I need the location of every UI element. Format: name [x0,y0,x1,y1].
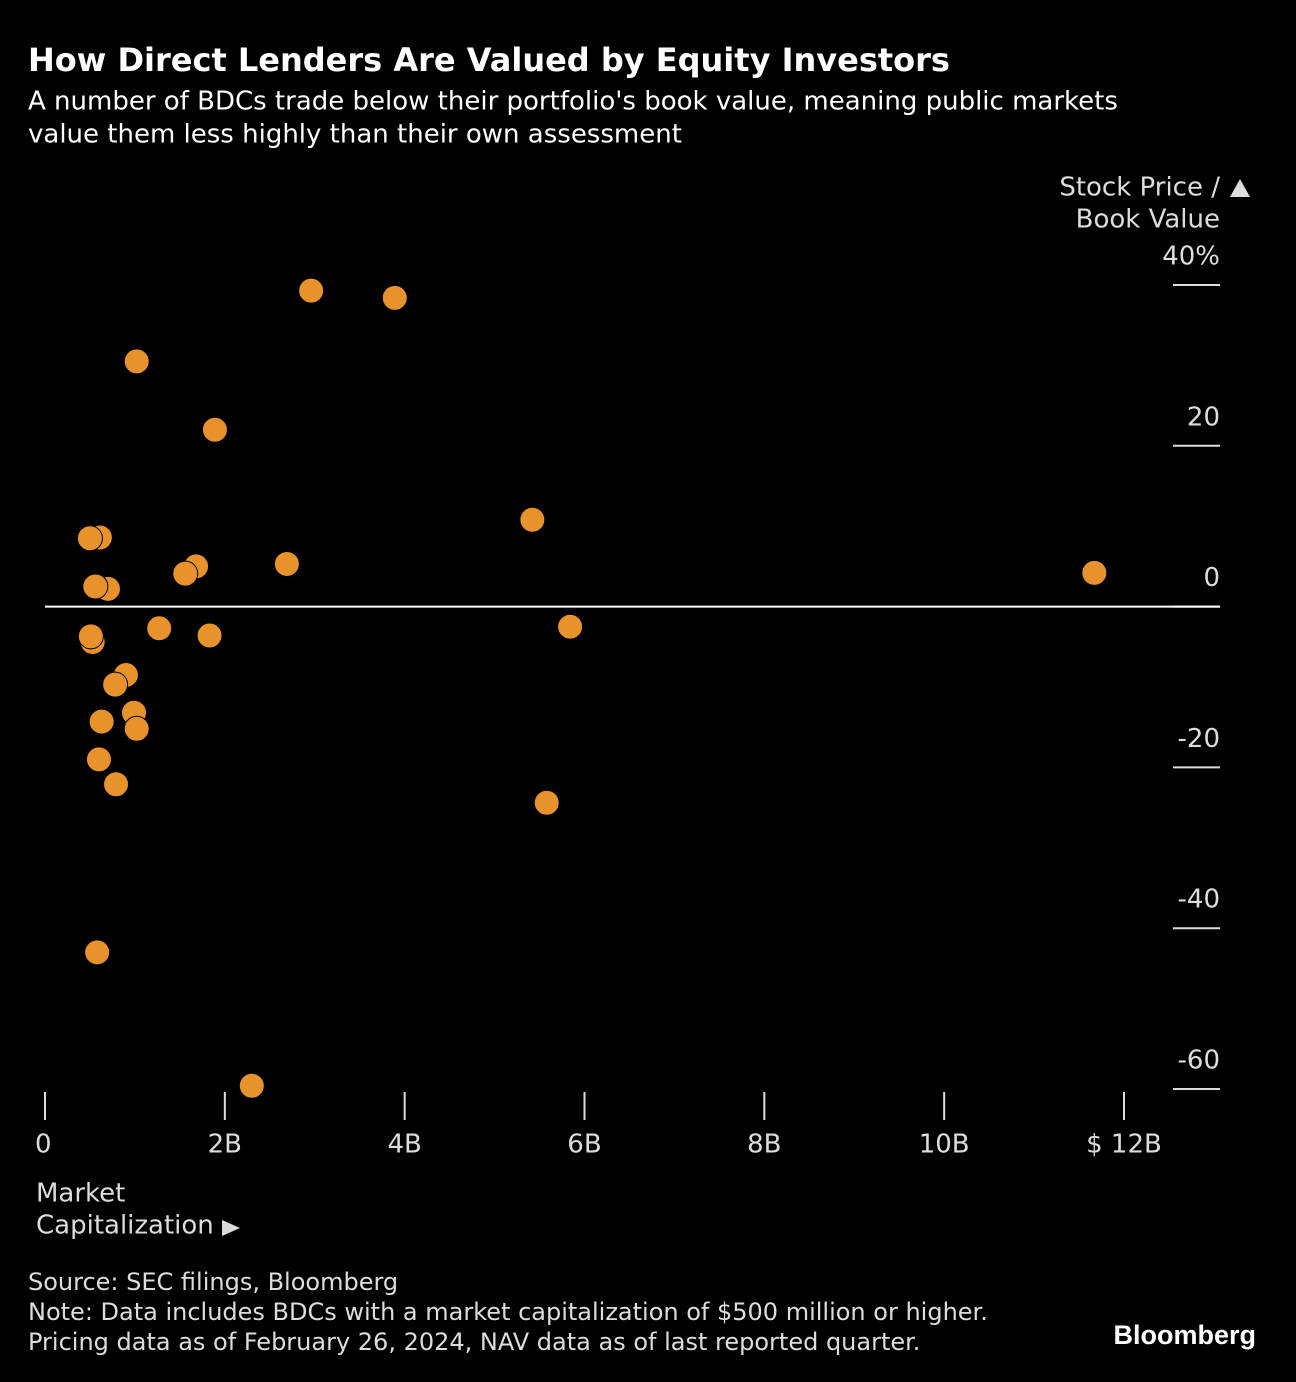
y-tick-label: 20 [1187,402,1220,432]
x-axis-label: Market [36,1179,125,1209]
x-tick-label: 2B [208,1130,242,1160]
note: Pricing data as of February 26, 2024, NA… [28,1328,920,1356]
subtitle: A number of BDCs trade below their portf… [28,87,1118,117]
x-tick-label: 10B [919,1130,970,1160]
x-tick-label: 6B [567,1130,601,1160]
data-point [146,615,173,642]
data-point [238,1072,265,1099]
data-point [82,573,109,600]
y-axis-label: Stock Price / [1059,173,1220,203]
arrow-icon [222,1220,240,1236]
subtitle: value them less highly than their own as… [28,120,682,150]
arrow-icon [1230,179,1250,197]
y-tick-label: -20 [1178,724,1220,754]
y-axis-label: Book Value [1076,205,1220,235]
data-point [196,622,223,649]
data-point [519,506,546,533]
data-point [123,715,150,742]
source: Source: SEC filings, Bloomberg [28,1268,398,1296]
data-point [201,416,228,443]
data-point [103,771,130,798]
data-point [77,623,104,650]
data-point [85,746,112,773]
y-tick-label: -40 [1178,885,1220,915]
data-point [1081,559,1108,586]
note: Note: Data includes BDCs with a market c… [28,1298,988,1326]
data-point [298,277,325,304]
data-point [102,671,129,698]
x-tick-label: $ 12B [1086,1130,1162,1160]
data-point [273,550,300,577]
y-tick-label: 40% [1162,242,1220,272]
data-point [381,284,408,311]
data-point [123,348,150,375]
data-point [557,613,584,640]
x-axis-label: Capitalization [36,1211,214,1241]
data-point [172,560,199,587]
y-tick-label: -60 [1178,1046,1220,1076]
x-tick-label: 8B [747,1130,781,1160]
brand-logo: Bloomberg [1113,1320,1256,1350]
data-point [533,789,560,816]
y-tick-label: 0 [1203,563,1220,593]
data-point [84,939,111,966]
x-tick-label: 0 [35,1130,52,1160]
chart-title: How Direct Lenders Are Valued by Equity … [28,41,950,79]
data-point [76,525,103,552]
x-tick-label: 4B [387,1130,421,1160]
data-point [88,708,115,735]
